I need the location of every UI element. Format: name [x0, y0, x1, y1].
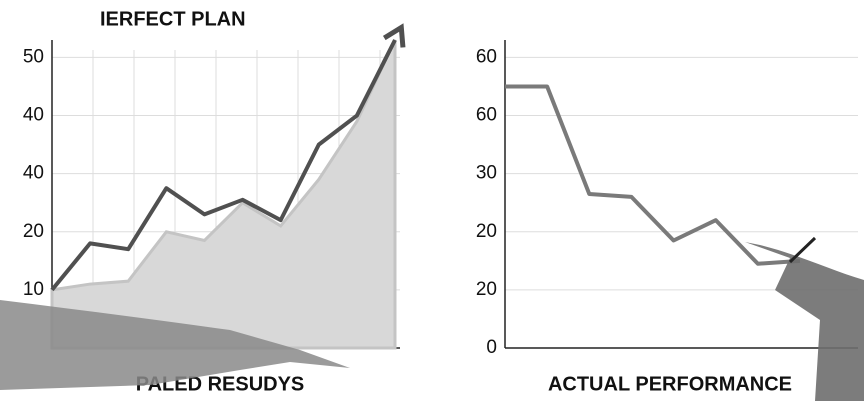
- y-tick-label: 10: [23, 279, 44, 300]
- hand-right: [745, 242, 864, 401]
- y-tick-label: 0: [486, 337, 497, 358]
- line: [505, 84, 801, 266]
- y-tick-label: 30: [476, 163, 497, 184]
- area: [50, 39, 397, 350]
- y-tick-label: 40: [23, 105, 44, 126]
- pen: [788, 236, 817, 264]
- line: [50, 39, 397, 292]
- y-tick-label: 60: [476, 105, 497, 126]
- y-tick-label: 20: [476, 221, 497, 242]
- arrow-head: [382, 23, 406, 48]
- y-tick-label: 60: [476, 46, 497, 67]
- chart-title: IERFECT PLAN: [100, 8, 246, 30]
- y-tick-label: 20: [476, 279, 497, 300]
- hand-left: [0, 300, 350, 390]
- y-tick-label: 20: [23, 221, 44, 242]
- y-tick-label: 50: [23, 46, 44, 67]
- y-tick-label: 40: [23, 163, 44, 184]
- chart-caption: ACTUAL PERFORMANCE: [548, 373, 792, 395]
